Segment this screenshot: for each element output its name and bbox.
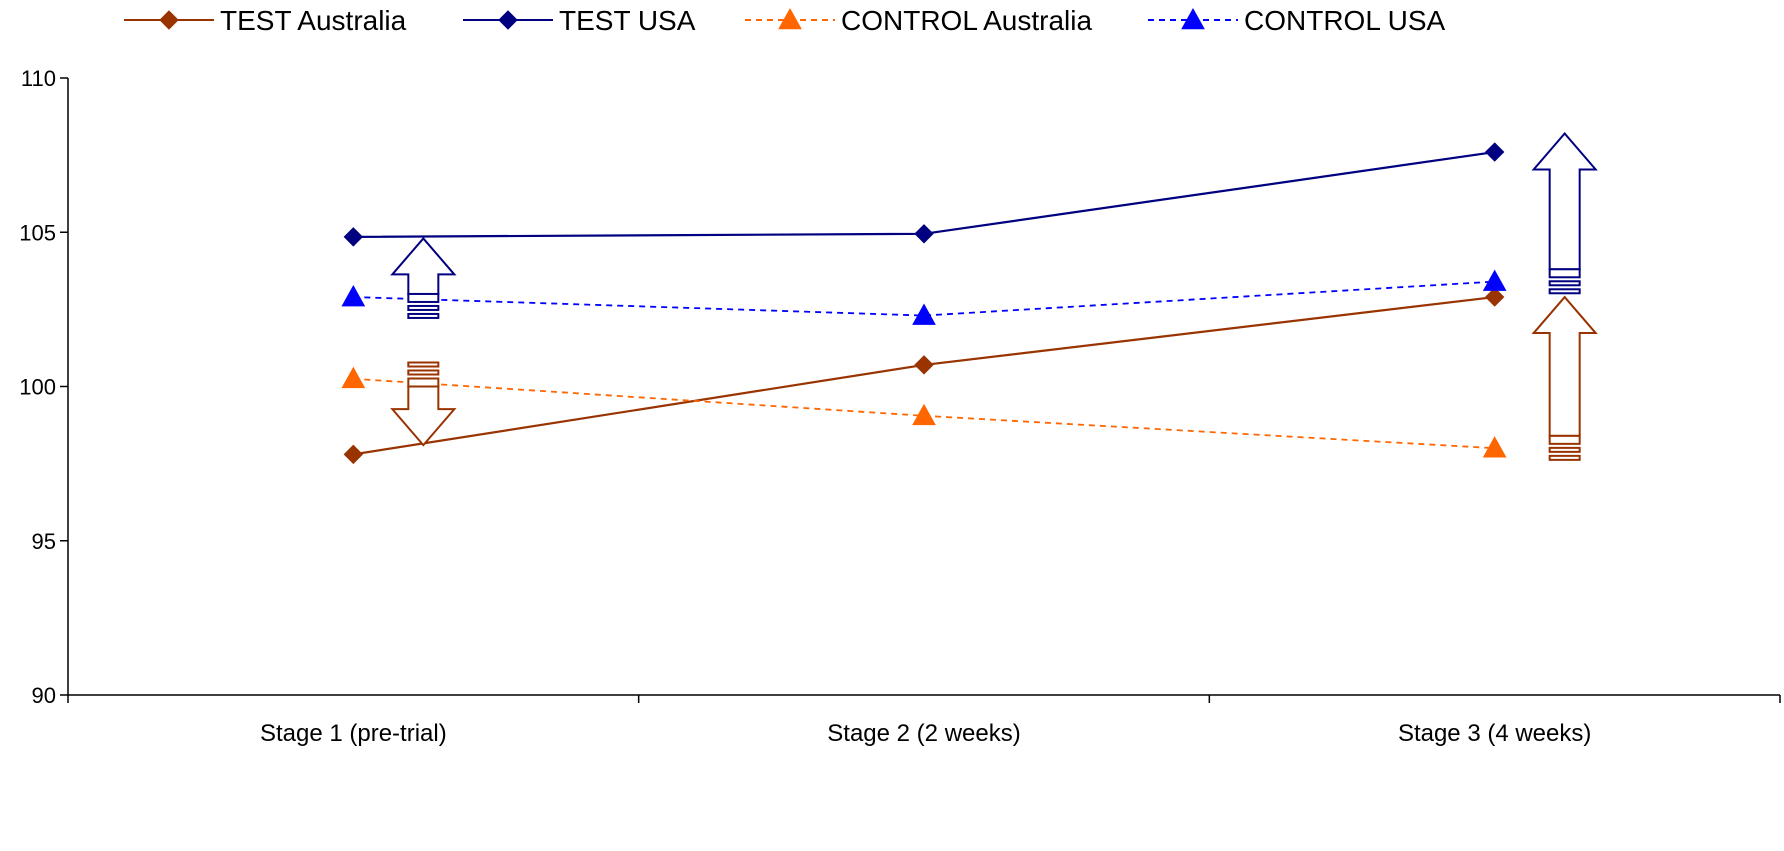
legend-item-1: TEST Australia bbox=[124, 5, 407, 36]
data-point bbox=[1482, 269, 1507, 291]
arrow-tail-bar bbox=[407, 304, 440, 311]
data-point bbox=[912, 403, 936, 426]
x-tick-label: Stage 2 (2 weeks) bbox=[827, 720, 1020, 747]
legend-item-2: TEST USA bbox=[463, 5, 696, 36]
up-arrow-4 bbox=[1531, 131, 1598, 295]
legend-item-3: CONTROL Australia bbox=[745, 5, 1092, 36]
arrow-tail-bar bbox=[407, 361, 440, 368]
x-tick-label: Stage 1 (pre-trial) bbox=[260, 720, 447, 747]
arrow-body bbox=[1531, 295, 1598, 437]
arrow-tail-bar bbox=[407, 292, 440, 303]
data-point bbox=[1482, 436, 1507, 458]
data-point bbox=[912, 303, 936, 325]
y-tick-label: 90 bbox=[32, 683, 56, 708]
legend-label: TEST Australia bbox=[220, 5, 407, 36]
up-arrow-2 bbox=[390, 236, 457, 319]
data-point bbox=[341, 285, 366, 307]
x-tick-label: Stage 3 (4 weeks) bbox=[1398, 720, 1591, 747]
arrow-tail-bar bbox=[1548, 434, 1581, 445]
legend-item-4: CONTROL USA bbox=[1148, 5, 1446, 36]
data-point bbox=[343, 444, 364, 465]
data-point bbox=[341, 366, 366, 389]
axes: 90 95 100 105 110 Stage 1 (pre-trial) Stage 2 … bbox=[19, 66, 1781, 747]
series-line-3 bbox=[353, 377, 1495, 450]
arrow-body bbox=[1531, 131, 1598, 271]
data-point bbox=[914, 355, 934, 375]
arrow-tail-bar bbox=[1548, 280, 1581, 287]
legend-marker bbox=[498, 10, 518, 30]
arrow-tail-bar bbox=[407, 312, 440, 319]
data-point bbox=[343, 227, 364, 247]
arrow-tail-bar bbox=[407, 377, 440, 388]
series-line-4 bbox=[353, 280, 1495, 317]
arrow-body bbox=[390, 385, 457, 447]
legend-marker bbox=[159, 10, 179, 30]
y-tick-label: 100 bbox=[19, 375, 56, 400]
y-tick-label: 110 bbox=[21, 66, 56, 91]
arrow-tail-bar bbox=[1548, 454, 1581, 461]
arrow-body bbox=[390, 236, 457, 295]
legend-label: CONTROL USA bbox=[1244, 5, 1446, 36]
legend-label: TEST USA bbox=[559, 5, 696, 36]
arrow-tail-bar bbox=[1548, 288, 1581, 295]
y-tick-label: 105 bbox=[19, 220, 56, 245]
data-point bbox=[914, 224, 934, 244]
data-point bbox=[1484, 287, 1505, 307]
arrow-annotations bbox=[390, 131, 1598, 461]
up-arrow-3 bbox=[1531, 295, 1598, 461]
series-markers bbox=[341, 142, 1507, 465]
legend-marker bbox=[1181, 7, 1205, 30]
legend: TEST Australia TEST USA CONTROL Australia C… bbox=[124, 5, 1446, 36]
data-point bbox=[1484, 142, 1505, 162]
legend-label: CONTROL Australia bbox=[841, 5, 1092, 36]
arrow-tail-bar bbox=[1548, 268, 1581, 279]
legend-marker bbox=[778, 7, 802, 30]
down-arrow-1 bbox=[390, 361, 457, 447]
arrow-tail-bar bbox=[1548, 446, 1581, 453]
arrow-tail-bar bbox=[407, 369, 440, 376]
y-tick-label: 95 bbox=[32, 529, 56, 554]
